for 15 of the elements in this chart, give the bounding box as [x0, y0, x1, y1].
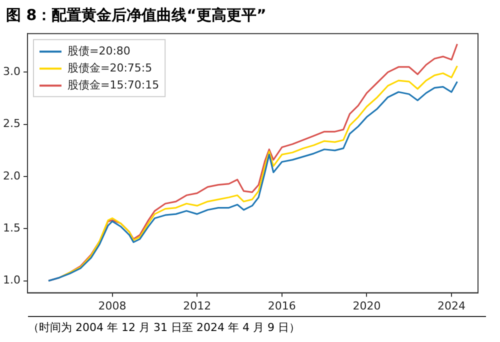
- legend-label: 股债=20:80: [67, 44, 130, 58]
- chart-title: 图 8：配置黄金后净值曲线“更高更平”: [5, 5, 268, 24]
- x-tick-label: 2016: [268, 299, 296, 312]
- y-tick-label: 1.5: [2, 222, 20, 235]
- x-tick-label: 2024: [438, 299, 466, 312]
- x-tick-label: 2020: [352, 299, 381, 312]
- y-tick-label: 2.0: [2, 169, 20, 182]
- y-tick-label: 2.5: [2, 117, 20, 130]
- y-tick-label: 3.0: [2, 65, 20, 78]
- y-tick-label: 1.0: [2, 274, 20, 287]
- x-tick-label: 2012: [183, 299, 212, 312]
- legend-label: 股债金=20:75:5: [67, 61, 152, 74]
- legend-label: 股债金=15:70:15: [67, 78, 160, 92]
- x-tick-label: 2008: [98, 299, 126, 312]
- text: （时间为 2004 年 12 月 31 日至 2024 年 4 月 9 日）: [28, 320, 301, 335]
